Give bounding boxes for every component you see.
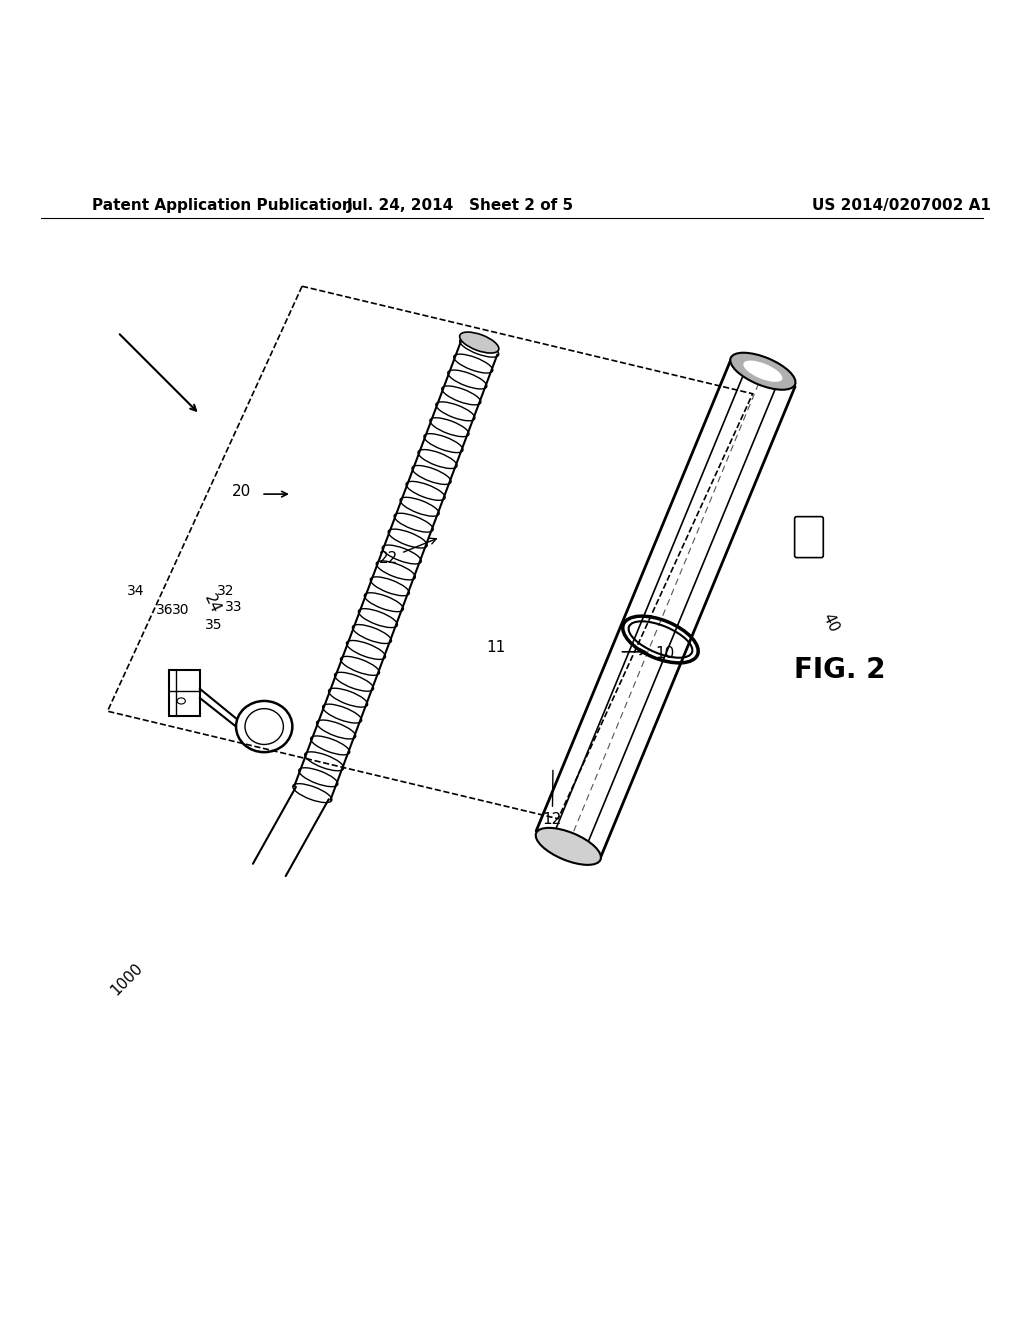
Ellipse shape [177, 698, 185, 704]
Ellipse shape [460, 333, 499, 352]
Text: 34: 34 [127, 585, 144, 598]
FancyBboxPatch shape [795, 516, 823, 557]
Text: Jul. 24, 2014   Sheet 2 of 5: Jul. 24, 2014 Sheet 2 of 5 [347, 198, 574, 213]
Ellipse shape [730, 352, 796, 389]
Text: 40: 40 [819, 611, 841, 635]
Text: Patent Application Publication: Patent Application Publication [92, 198, 353, 213]
Text: FIG. 2: FIG. 2 [794, 656, 886, 684]
Text: 1000: 1000 [108, 960, 145, 998]
Text: 11: 11 [486, 640, 506, 655]
Text: 10: 10 [655, 645, 675, 661]
Text: 32: 32 [217, 585, 234, 598]
Text: 22: 22 [379, 539, 436, 566]
Text: 35: 35 [205, 618, 222, 632]
Text: 20: 20 [231, 483, 251, 499]
Text: 30: 30 [172, 603, 189, 616]
Text: US 2014/0207002 A1: US 2014/0207002 A1 [812, 198, 990, 213]
Ellipse shape [536, 828, 601, 865]
Text: 33: 33 [225, 599, 243, 614]
Ellipse shape [743, 360, 782, 381]
Text: 24: 24 [202, 591, 223, 615]
Text: 12: 12 [543, 771, 562, 826]
Text: 36: 36 [156, 603, 173, 616]
